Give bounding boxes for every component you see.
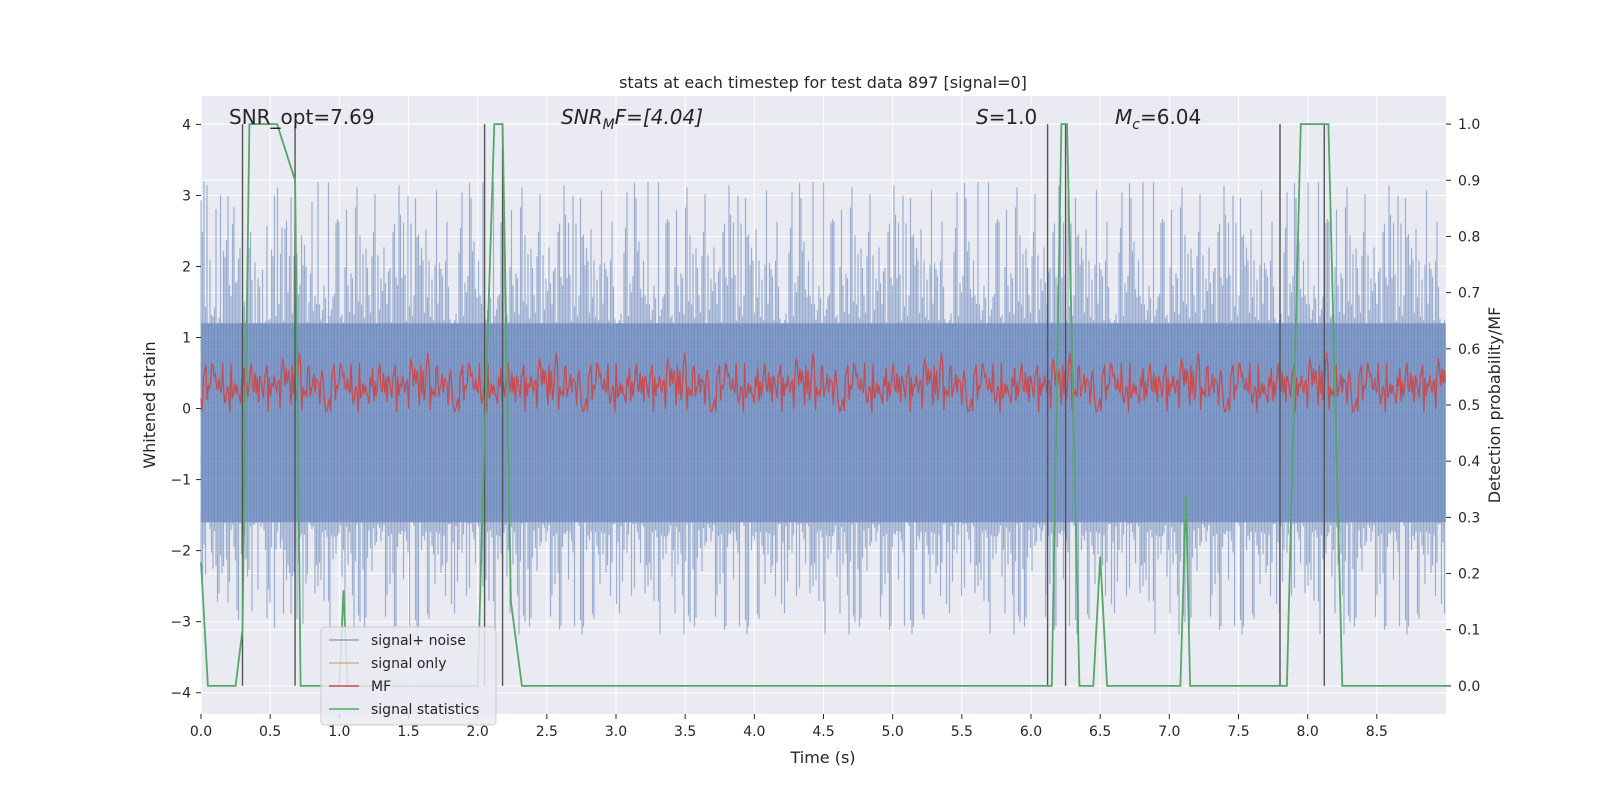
y-tick-labels: 4 3 2 1 0 −1 −2 −3 −4 [170,117,201,702]
annotation-mc-value: =6.04 [1140,105,1201,129]
legend-label-signal-noise: signal+ noise [371,633,466,649]
y-tick-label: 2 [182,259,191,275]
x-tick-label: 7.5 [1227,724,1249,740]
y-right-tick-label: 0.4 [1458,454,1480,470]
y-right-tick-labels: 1.0 0.9 0.8 0.7 0.6 0.5 0.4 0.3 0.2 0.1 0.0 [1446,117,1480,695]
annotation-s-var: S [976,105,989,129]
y-tick-label: 3 [182,188,191,204]
y-tick-label: 0 [182,402,191,418]
y-right-tick-label: 0.3 [1458,510,1480,526]
annotation-mc: Mc=6.04 [1115,105,1201,133]
annotation-snr-mf-suffix: F=[4.04] [615,105,703,129]
y-tick-label: −1 [170,473,191,489]
x-tick-label: 0.0 [190,724,212,740]
y-right-tick-label: 1.0 [1458,117,1480,133]
x-tick-label: 1.5 [397,724,419,740]
mf-trace [200,352,1447,414]
chart-title: stats at each timestep for test data 897… [619,73,1027,92]
y-right-tick-label: 0.2 [1458,567,1480,583]
annotation-snr-mf-sub: M [603,117,615,133]
y-right-tick-label: 0.8 [1458,229,1480,245]
x-tick-label: 1.0 [328,724,350,740]
signal-statistics-series [200,123,1446,687]
y-tick-label: −4 [170,686,191,702]
annotation-s-value: =1.0 [989,105,1038,129]
annotation-snr-opt: SNR_opt=7.69 [229,105,375,129]
annotation-snr-mf-prefix: SNR [561,105,603,129]
y-tick-label: −2 [170,544,191,560]
y-right-tick-label: 0.1 [1458,623,1480,639]
y-right-tick-label: 0.9 [1458,173,1480,189]
x-tick-label: 5.5 [951,724,973,740]
x-tick-labels: 0.0 0.5 1.0 1.5 2.0 2.5 3.0 3.5 4.0 4.5 5.0 5.5 6.0 6… [190,714,1388,740]
x-tick-label: 2.5 [536,724,558,740]
x-tick-label: 4.5 [812,724,834,740]
x-tick-label: 2.0 [467,724,489,740]
x-tick-label: 6.5 [1089,724,1111,740]
y-tick-label: −3 [170,615,191,631]
x-tick-label: 3.0 [605,724,627,740]
x-axis-label: Time (s) [789,748,855,767]
y-right-tick-label: 0.6 [1458,342,1480,358]
y-right-tick-label: 0.5 [1458,398,1480,414]
x-tick-label: 3.5 [674,724,696,740]
y-axis-label: Whitened strain [140,341,159,468]
x-tick-label: 0.5 [259,724,281,740]
y-tick-label: 1 [182,331,191,347]
annotation-s: S=1.0 [976,105,1037,129]
signal-noise-series [200,181,1446,635]
legend-label-mf: MF [371,679,391,695]
legend-label-signal-statistics: signal statistics [371,702,479,718]
x-tick-label: 4.0 [743,724,765,740]
x-tick-label: 8.0 [1297,724,1319,740]
y-right-tick-label: 0.0 [1458,679,1480,695]
annotation-mc-sub: c [1132,117,1140,133]
annotation-mc-var: M [1115,105,1132,129]
y-tick-label: 4 [182,117,191,133]
x-tick-label: 6.0 [1020,724,1042,740]
mf-series [200,352,1447,414]
y-right-axis-label: Detection probability/MF [1485,307,1504,504]
annotation-snr-mf: SNRMF=[4.04] [561,105,703,133]
signal-statistics-line [200,123,1446,687]
legend: signal+ noise signal only MF signal stat… [320,626,497,726]
x-tick-label: 8.5 [1366,724,1388,740]
x-tick-label: 5.0 [882,724,904,740]
y-right-tick-label: 0.7 [1458,286,1480,302]
legend-label-signal-only: signal only [371,656,446,672]
legend-box [320,626,497,726]
x-tick-label: 7.0 [1158,724,1180,740]
